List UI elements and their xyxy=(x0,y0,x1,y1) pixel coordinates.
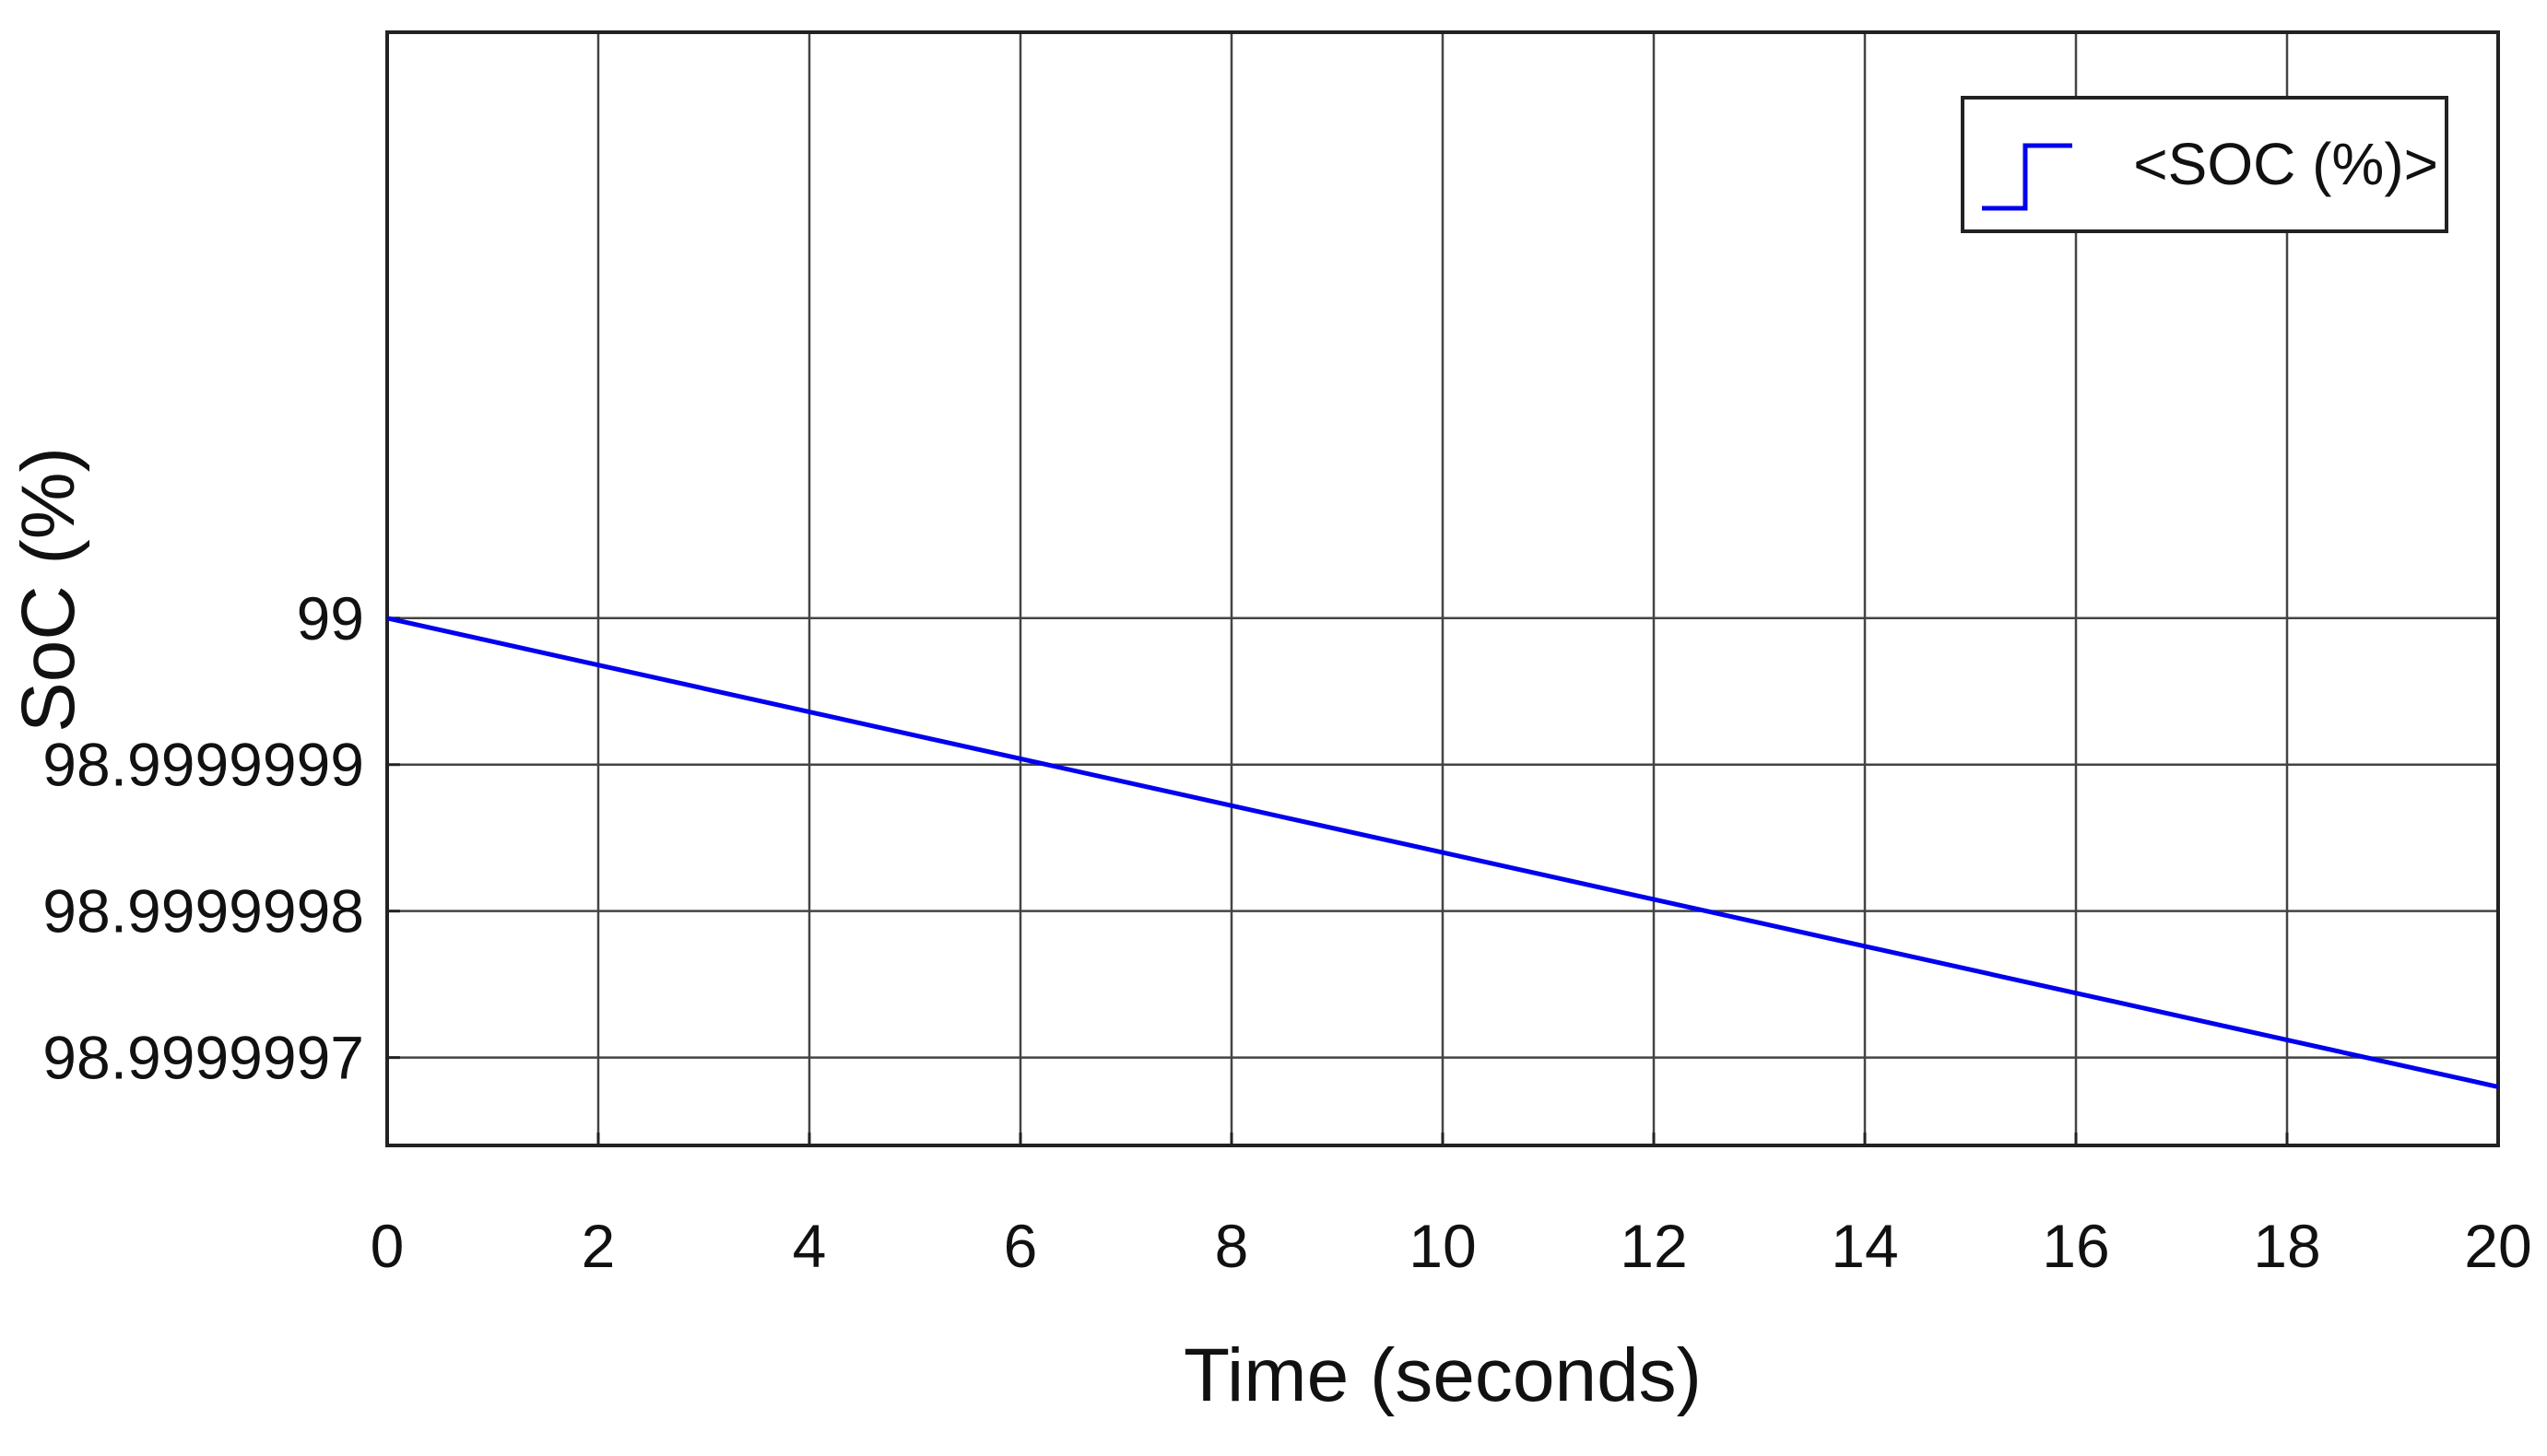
legend-box xyxy=(1961,96,2448,233)
y-tick-label: 98.9999997 xyxy=(42,1024,364,1092)
x-axis-ticks: 0 2 4 6 8 10 12 14 16 18 20 xyxy=(371,1133,2532,1280)
x-tick-label: 6 xyxy=(1004,1212,1038,1280)
legend: <SOC (%)> xyxy=(1961,96,2448,233)
x-tick-label: 0 xyxy=(371,1212,405,1280)
y-tick-label: 98.9999998 xyxy=(42,877,364,945)
x-tick-label: 2 xyxy=(582,1212,616,1280)
y-axis-label: SoC (%) xyxy=(6,447,90,733)
series-line-soc xyxy=(386,616,2499,1089)
x-axis-label: Time (seconds) xyxy=(1184,1333,1702,1417)
x-tick-label: 16 xyxy=(2042,1212,2109,1280)
legend-entry-label: <SOC (%)> xyxy=(2133,131,2438,197)
x-tick-label: 8 xyxy=(1215,1212,1249,1280)
y-axis-ticks: 98.9999997 98.9999998 98.9999999 99 xyxy=(42,584,400,1092)
y-tick-label: 99 xyxy=(297,584,364,652)
x-tick-label: 20 xyxy=(2464,1212,2531,1280)
x-tick-label: 18 xyxy=(2253,1212,2320,1280)
series-layer xyxy=(386,616,2499,1089)
x-tick-label: 12 xyxy=(1620,1212,1687,1280)
x-tick-label: 10 xyxy=(1409,1212,1476,1280)
x-tick-label: 4 xyxy=(793,1212,827,1280)
x-tick-label: 14 xyxy=(1831,1212,1898,1280)
legend-swatch-step-icon xyxy=(1982,143,2072,211)
y-tick-label: 98.9999999 xyxy=(42,731,364,799)
